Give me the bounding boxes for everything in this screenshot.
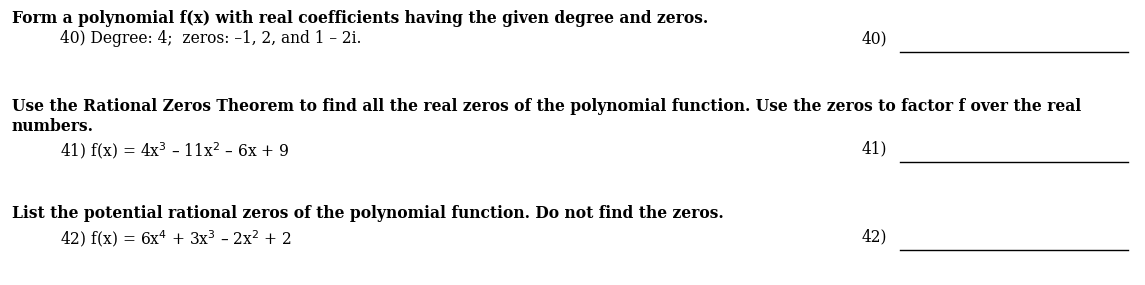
Text: 42): 42) (862, 228, 887, 245)
Text: Use the Rational Zeros Theorem to find all the real zeros of the polynomial func: Use the Rational Zeros Theorem to find a… (11, 98, 1081, 115)
Text: 42) f(x) = 6x$^4$ + 3x$^3$ – 2x$^2$ + 2: 42) f(x) = 6x$^4$ + 3x$^3$ – 2x$^2$ + 2 (60, 228, 292, 249)
Text: List the potential rational zeros of the polynomial function. Do not find the ze: List the potential rational zeros of the… (11, 205, 724, 222)
Text: 41) f(x) = 4x$^3$ – 11x$^2$ – 6x + 9: 41) f(x) = 4x$^3$ – 11x$^2$ – 6x + 9 (60, 140, 290, 161)
Text: Form a polynomial f(x) with real coefficients having the given degree and zeros.: Form a polynomial f(x) with real coeffic… (11, 10, 709, 27)
Text: 41): 41) (862, 140, 887, 157)
Text: 40): 40) (862, 30, 887, 47)
Text: numbers.: numbers. (11, 118, 94, 135)
Text: 40) Degree: 4;  zeros: –1, 2, and 1 – 2i.: 40) Degree: 4; zeros: –1, 2, and 1 – 2i. (60, 30, 362, 47)
